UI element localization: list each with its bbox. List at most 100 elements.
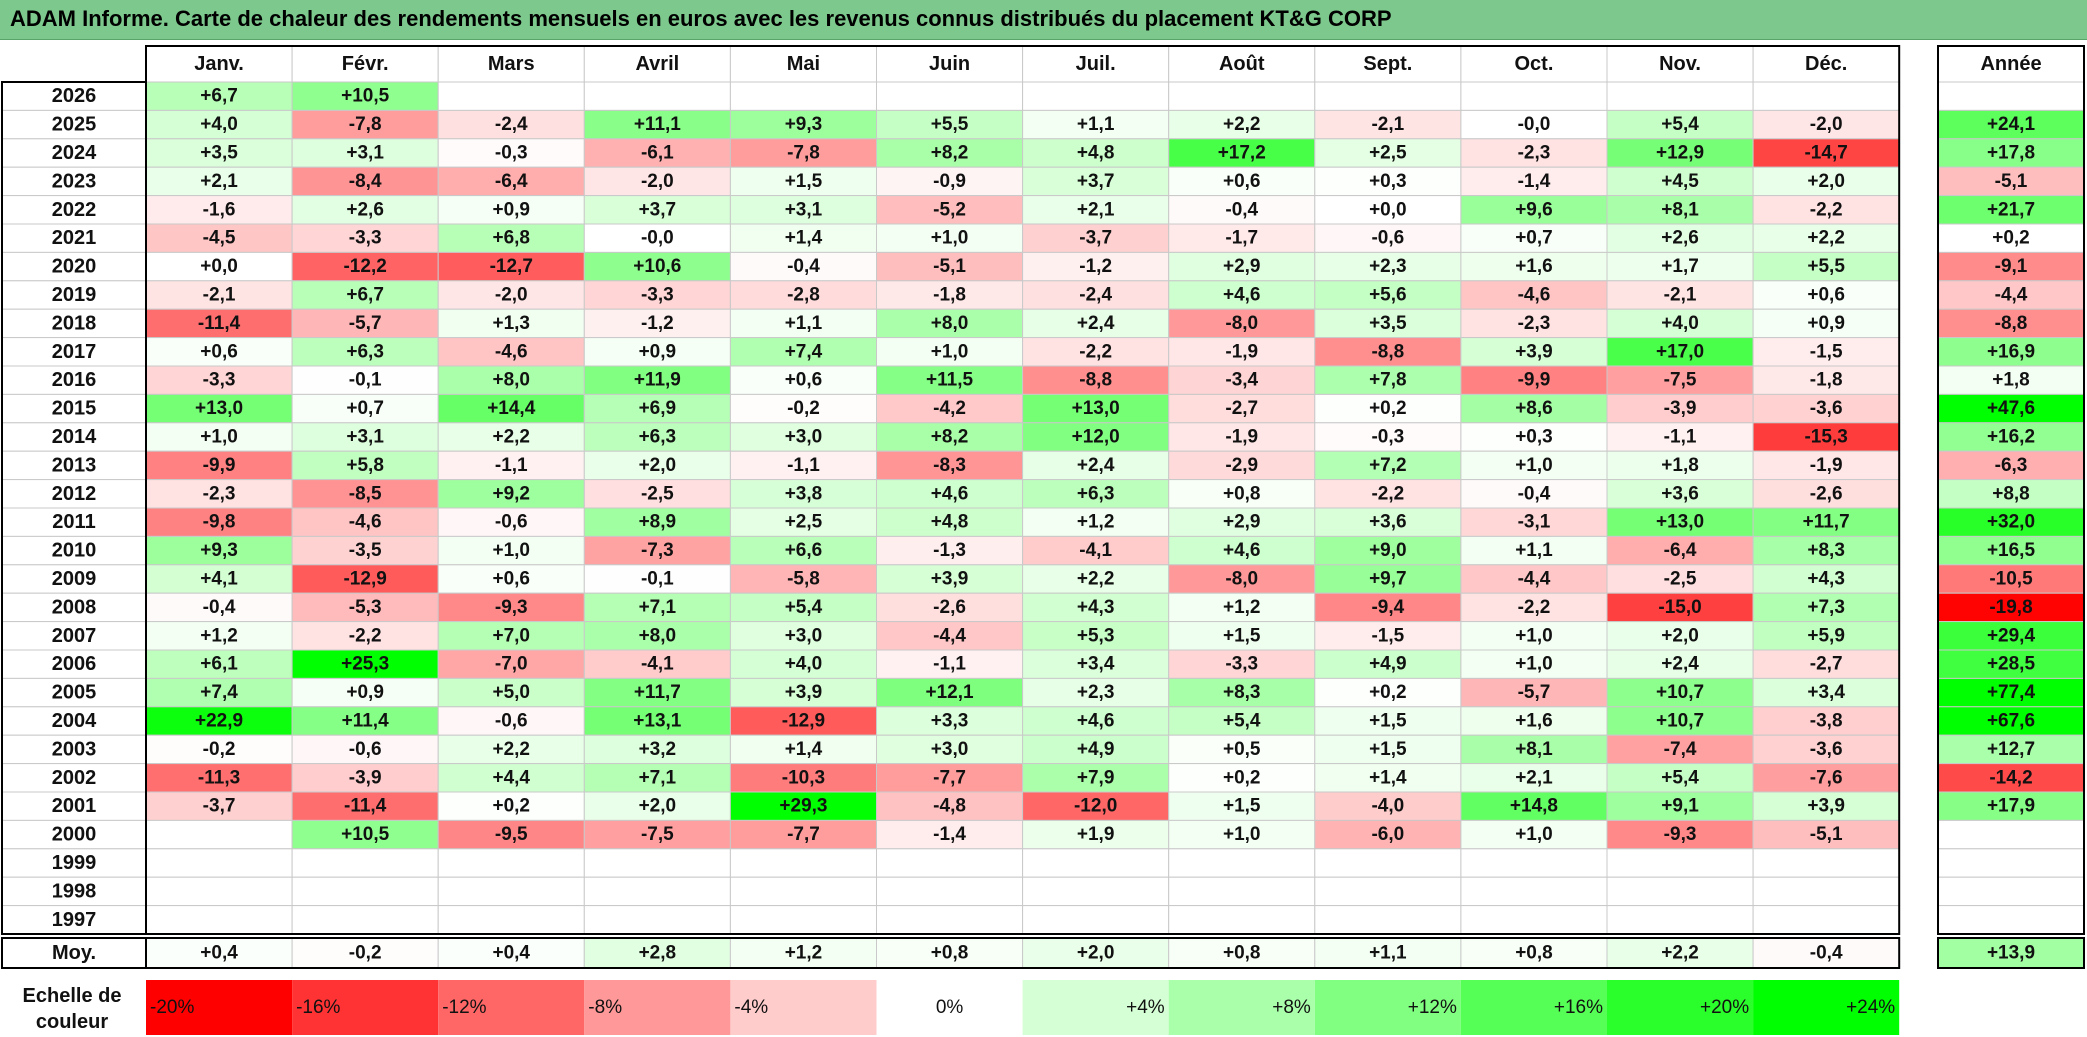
- annual-cell: [1937, 677, 2085, 708]
- year-label: 2024: [52, 142, 97, 164]
- heatmap-cell-value: -3,9: [1664, 398, 1697, 419]
- heatmap-cell: [1314, 195, 1462, 225]
- average-row-frame: [145, 937, 1901, 969]
- heatmap-cell-value: -0,6: [495, 512, 528, 533]
- heatmap-cell-value: +22,9: [195, 711, 243, 732]
- heatmap-cell-value: +1,0: [1515, 455, 1553, 476]
- heatmap-cell-value: +9,1: [1661, 796, 1699, 817]
- heatmap-cell-value: -2,4: [1079, 285, 1112, 306]
- color-scale-swatch: [146, 980, 293, 1035]
- average-cell-value: +0,8: [931, 943, 969, 964]
- heatmap-cell-value: +3,1: [346, 427, 384, 448]
- heatmap-cell: [437, 763, 585, 793]
- heatmap-cell: [437, 706, 585, 736]
- heatmap-cell: [1314, 507, 1462, 537]
- heatmap-cell-value: +5,3: [1077, 625, 1115, 646]
- heatmap-cell: [1314, 479, 1462, 509]
- column-header-cell: [1752, 45, 1900, 83]
- heatmap-cell: [729, 223, 878, 253]
- heatmap-cell: [1168, 308, 1316, 339]
- heatmap-cell: [145, 819, 293, 850]
- year-label: 2001: [52, 795, 97, 817]
- color-scale-swatch: [292, 980, 439, 1035]
- heatmap-cell-value: +25,3: [341, 654, 389, 675]
- heatmap-cell: [1168, 223, 1316, 253]
- heatmap-cell: [1460, 479, 1608, 509]
- heatmap-cell-value: -12,2: [343, 256, 386, 277]
- heatmap-cell: [1022, 848, 1170, 878]
- year-label: 2007: [52, 625, 97, 647]
- heatmap-cell-value: -3,6: [1810, 398, 1843, 419]
- heatmap-cell-value: +8,6: [1515, 398, 1553, 419]
- average-cell: [1168, 937, 1316, 969]
- heatmap-cell: [1314, 166, 1462, 197]
- year-label: 2025: [52, 114, 97, 136]
- heatmap-cell-value: +5,5: [1807, 256, 1845, 277]
- annual-cell: [1937, 81, 2085, 111]
- annual-cell-value: -6,3: [1995, 455, 2028, 476]
- heatmap-cell-value: -2,2: [1079, 341, 1112, 362]
- heatmap-cell: [291, 791, 439, 821]
- heatmap-cell: [437, 791, 585, 821]
- heatmap-cell-value: -2,6: [933, 597, 966, 618]
- year-label: 2004: [52, 710, 97, 732]
- heatmap-cell-value: -3,8: [1810, 711, 1843, 732]
- heatmap-cell-value: +0,7: [346, 398, 384, 419]
- heatmap-cell-value: +1,0: [1515, 654, 1553, 675]
- heatmap-cell: [1460, 706, 1608, 736]
- heatmap-cell-value: +1,2: [1223, 597, 1261, 618]
- heatmap-cell-value: -0,9: [933, 171, 966, 192]
- average-cell: [583, 937, 731, 969]
- heatmap-cell-value: -1,5: [1810, 341, 1843, 362]
- heatmap-cell-value: +2,0: [639, 455, 677, 476]
- heatmap-cell-value: +7,4: [200, 682, 238, 703]
- heatmap-cell-value: -12,9: [782, 711, 825, 732]
- heatmap-cell-value: -2,3: [1518, 313, 1551, 334]
- heatmap-cell-value: -6,4: [1664, 540, 1697, 561]
- heatmap-cell: [291, 649, 439, 679]
- heatmap-cell: [1022, 365, 1170, 395]
- heatmap-cell: [1460, 535, 1608, 566]
- heatmap-cell-value: +3,0: [785, 625, 823, 646]
- heatmap-cell: [876, 308, 1024, 339]
- annual-cell-value: -9,1: [1995, 256, 2028, 277]
- year-label: 2015: [52, 398, 97, 420]
- heatmap-cell: [1314, 365, 1462, 395]
- heatmap-cell-value: -10,3: [782, 767, 825, 788]
- annual-cell-value: +0,2: [1992, 228, 2030, 249]
- annual-cell-value: +12,7: [1987, 739, 2035, 760]
- heatmap-cell: [291, 308, 439, 339]
- heatmap-cell: [876, 479, 1024, 509]
- heatmap-cell-value: -5,1: [933, 256, 966, 277]
- heatmap-cell-value: -0,0: [1518, 114, 1551, 135]
- heatmap-cell-value: +1,1: [1515, 540, 1553, 561]
- heatmap-cell: [1606, 479, 1754, 509]
- average-label: Moy.: [52, 942, 96, 964]
- heatmap-cell: [1606, 422, 1754, 452]
- heatmap-cell: [876, 819, 1024, 850]
- heatmap-cell: [145, 450, 293, 481]
- heatmap-cell: [876, 223, 1024, 253]
- color-scale-swatch: [438, 980, 585, 1035]
- heatmap-cell-value: +3,4: [1807, 682, 1845, 703]
- heatmap-cell-value: +2,6: [1661, 228, 1699, 249]
- heatmap-cell-value: +9,6: [1515, 199, 1553, 220]
- color-scale-swatch: [1168, 980, 1315, 1035]
- heatmap-cell-value: -1,1: [495, 455, 528, 476]
- column-header-label: Juin: [929, 53, 970, 75]
- heatmap-cell-value: +1,0: [1223, 824, 1261, 845]
- heatmap-cell: [729, 905, 878, 935]
- heatmap-cell-value: -1,9: [1810, 455, 1843, 476]
- heatmap-cell: [437, 109, 585, 140]
- heatmap-cell: [145, 365, 293, 395]
- heatmap-cell: [876, 905, 1024, 935]
- heatmap-cell-value: +2,0: [1661, 625, 1699, 646]
- heatmap-cell: [583, 195, 731, 225]
- heatmap-cell-value: -1,7: [1225, 228, 1258, 249]
- heatmap-cell: [876, 848, 1024, 878]
- heatmap-cell-value: +3,1: [785, 199, 823, 220]
- heatmap-cell: [583, 109, 731, 140]
- heatmap-cell: [291, 819, 439, 850]
- heatmap-cell: [145, 138, 293, 168]
- heatmap-cell: [583, 138, 731, 168]
